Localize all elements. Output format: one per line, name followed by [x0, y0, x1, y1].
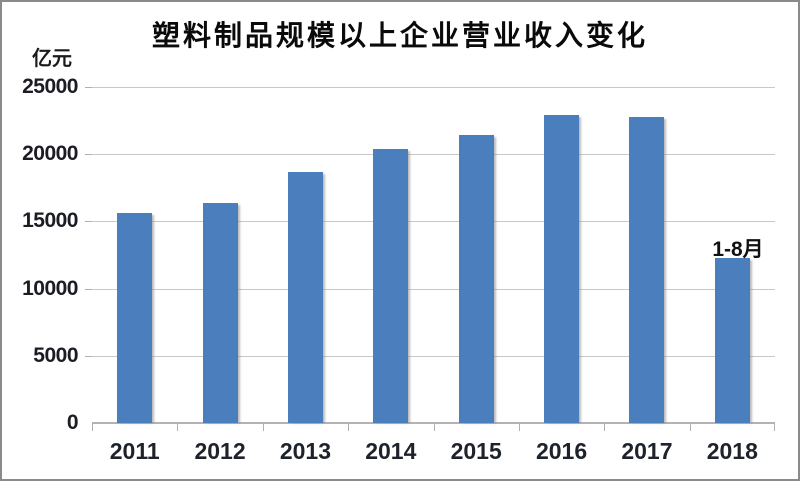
x-axis-tick — [348, 424, 350, 431]
y-axis-tick — [85, 221, 92, 223]
y-axis-tick — [85, 87, 92, 88]
x-tick-label-2011: 2011 — [109, 438, 160, 464]
x-tick-label-2016: 2016 — [535, 438, 588, 464]
x-tick-label-2012: 2012 — [194, 438, 246, 464]
x-axis-tick — [774, 424, 775, 431]
x-axis-tick — [433, 424, 435, 431]
y-axis-unit-label: 亿元 — [32, 48, 72, 70]
y-tick-label-20000: 20000 — [22, 142, 78, 166]
gridline-25000 — [92, 87, 775, 88]
bar-2011 — [117, 213, 153, 423]
x-tick-label-2014: 2014 — [365, 438, 417, 464]
y-axis-tick — [85, 154, 92, 156]
bar-2018 — [714, 257, 750, 423]
bar-2016 — [544, 115, 580, 423]
bar-2015 — [458, 135, 494, 423]
gridline-20000 — [92, 154, 775, 156]
y-tick-label-15000: 15000 — [22, 209, 78, 233]
y-tick-label-0: 0 — [66, 411, 79, 434]
y-tick-label-5000: 5000 — [33, 343, 78, 367]
x-tick-label-2015: 2015 — [450, 438, 502, 464]
plot-area — [85, 87, 775, 431]
x-axis-tick — [518, 424, 520, 431]
gridline-5000 — [92, 355, 775, 357]
gridline-15000 — [92, 221, 775, 223]
gridline-10000 — [92, 288, 775, 290]
bar-2013 — [287, 171, 323, 423]
bar-annotation-2018: 1-8月 — [712, 238, 764, 261]
x-axis-tick — [92, 424, 93, 431]
bar-2012 — [202, 202, 238, 423]
y-tick-label-25000: 25000 — [22, 75, 78, 98]
y-axis-tick — [85, 288, 92, 290]
x-axis-tick — [689, 424, 691, 431]
y-axis-tick — [85, 355, 92, 357]
x-tick-label-2017: 2017 — [621, 438, 673, 464]
bar-2014 — [373, 148, 409, 423]
x-axis-tick — [262, 424, 264, 431]
x-axis-tick — [177, 424, 179, 431]
x-tick-label-2018: 2018 — [706, 438, 758, 464]
x-tick-label-2013: 2013 — [279, 438, 332, 464]
y-tick-label-10000: 10000 — [22, 276, 78, 300]
chart-title: 塑料制品规模以上企业营业收入变化 — [151, 20, 648, 51]
x-axis-line — [92, 422, 775, 424]
x-axis-tick — [604, 424, 606, 431]
bar-2017 — [629, 116, 665, 423]
